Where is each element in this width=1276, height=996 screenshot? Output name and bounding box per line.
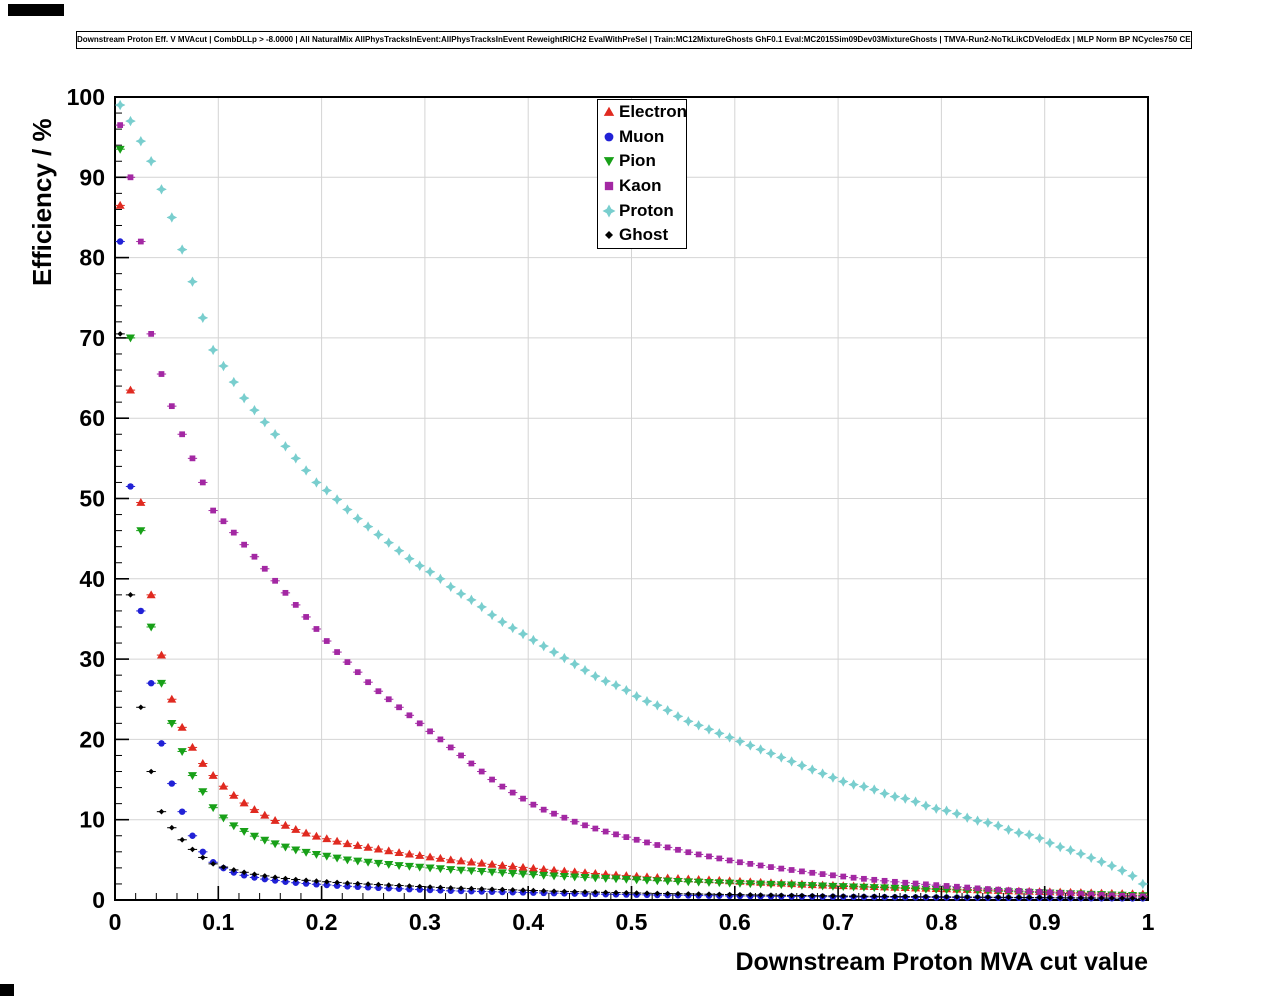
legend-item-ghost: Ghost	[598, 223, 686, 248]
svg-text:10: 10	[79, 807, 105, 833]
legend-label-pion: Pion	[619, 151, 656, 171]
ghost-marker-icon	[601, 227, 617, 243]
svg-text:0.1: 0.1	[202, 909, 234, 935]
kaon-marker-icon	[601, 178, 617, 194]
legend-label-muon: Muon	[619, 126, 665, 146]
svg-text:1: 1	[1142, 909, 1155, 935]
legend-item-muon: Muon	[598, 125, 686, 150]
y-axis-title: Efficiency / %	[27, 118, 57, 286]
legend-item-electron: Electron	[598, 100, 688, 125]
svg-text:0.2: 0.2	[306, 909, 338, 935]
svg-text:0.6: 0.6	[719, 909, 751, 935]
canvas-artifact-top-left	[8, 4, 64, 16]
legend-label-proton: Proton	[619, 200, 674, 220]
svg-text:0: 0	[109, 909, 122, 935]
legend-item-proton: Proton	[598, 198, 686, 223]
legend-label-kaon: Kaon	[619, 176, 662, 196]
svg-text:0.5: 0.5	[616, 909, 648, 935]
svg-text:30: 30	[79, 646, 105, 672]
svg-text:0.3: 0.3	[409, 909, 441, 935]
svg-text:40: 40	[79, 566, 105, 592]
x-axis-title: Downstream Proton MVA cut value	[735, 948, 1148, 976]
muon-marker-icon	[601, 129, 617, 145]
svg-text:90: 90	[79, 164, 105, 190]
legend-item-kaon: Kaon	[598, 174, 686, 199]
svg-text:0.9: 0.9	[1029, 909, 1061, 935]
legend: Electron Muon Pion Kaon Proton Ghost	[597, 99, 687, 249]
electron-marker-icon	[601, 104, 617, 120]
svg-text:100: 100	[67, 84, 105, 110]
svg-text:0.8: 0.8	[925, 909, 957, 935]
proton-marker-icon	[601, 203, 617, 219]
legend-label-ghost: Ghost	[619, 225, 669, 245]
plot-title: Downstream Proton Eff. V MVAcut | CombDL…	[76, 31, 1192, 49]
svg-text:70: 70	[79, 325, 105, 351]
svg-text:20: 20	[79, 726, 105, 752]
svg-text:60: 60	[79, 405, 105, 431]
svg-text:0.7: 0.7	[822, 909, 854, 935]
legend-item-pion: Pion	[598, 149, 686, 174]
canvas-artifact-bottom-left	[0, 984, 14, 996]
svg-text:0: 0	[92, 887, 105, 913]
legend-label-electron: Electron	[619, 102, 688, 122]
svg-text:0.4: 0.4	[512, 909, 544, 935]
pion-marker-icon	[601, 153, 617, 169]
svg-text:80: 80	[79, 245, 105, 271]
svg-text:50: 50	[79, 486, 105, 512]
